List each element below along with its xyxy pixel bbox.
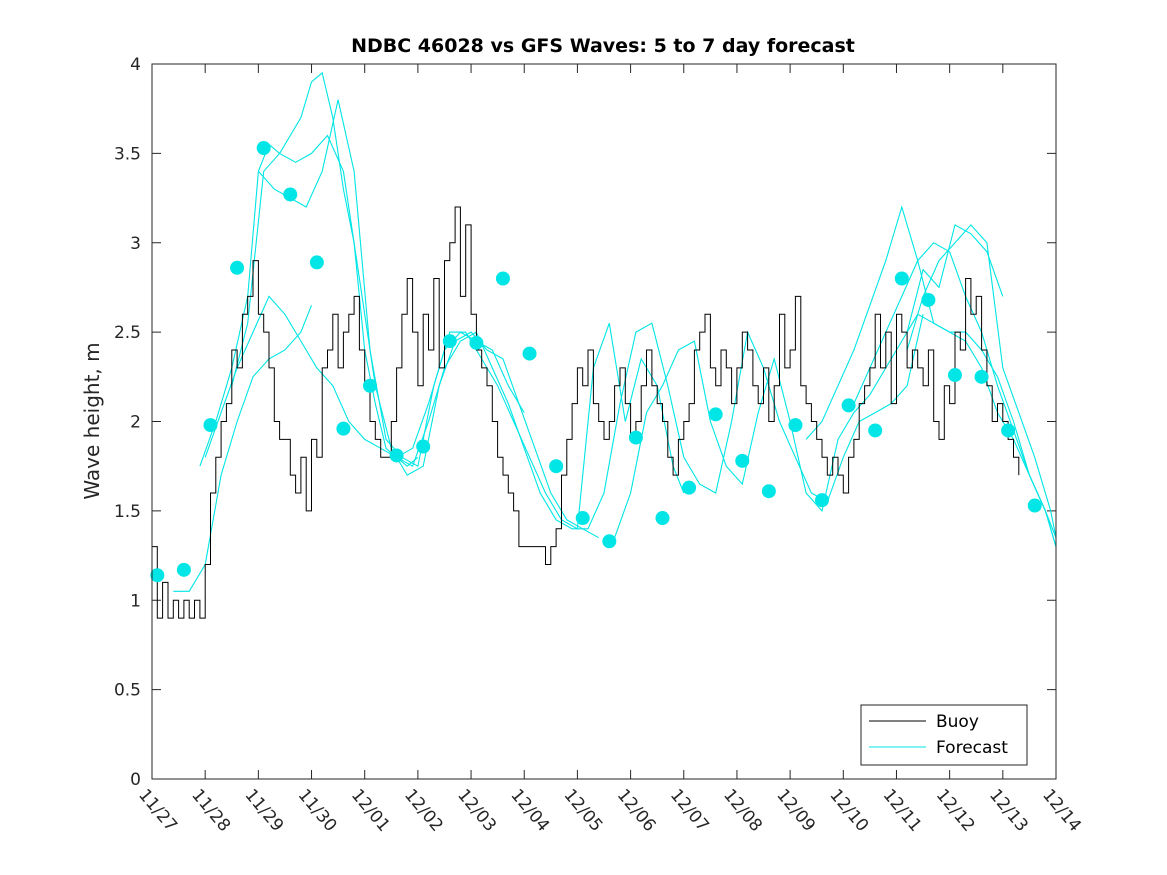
y-tick-label: 2.5 [114, 323, 141, 343]
forecast-marker [522, 346, 537, 361]
forecast-marker [150, 568, 165, 583]
forecast-marker [708, 407, 723, 422]
legend-label-buoy: Buoy [936, 712, 979, 732]
x-tick-label: 12/06 [613, 785, 660, 835]
forecast-marker [628, 430, 643, 445]
legend-box [860, 704, 1028, 766]
forecast-marker [256, 141, 271, 156]
forecast-line-3 [204, 295, 525, 458]
forecast-line-1 [173, 305, 313, 592]
forecast-marker [602, 534, 617, 549]
x-tick-label: 12/12 [932, 785, 979, 835]
forecast-marker [549, 459, 564, 474]
forecast-marker [336, 421, 351, 436]
forecast-marker [283, 187, 298, 202]
y-tick-label: 4 [130, 55, 141, 75]
legend: Buoy Forecast [860, 704, 1028, 766]
x-tick-label: 12/05 [560, 785, 607, 835]
forecast-line-9 [853, 242, 1057, 547]
y-tick-label: 3.5 [114, 144, 141, 164]
forecast-marker [442, 334, 457, 349]
x-tick-label: 11/29 [241, 785, 288, 835]
x-tick-label: 12/03 [453, 785, 500, 835]
forecast-marker [682, 480, 697, 495]
forecast-line-6 [396, 314, 924, 530]
forecast-marker [495, 271, 510, 286]
y-axis: 0 0.5 1 1.5 2 2.5 3 3.5 4 [114, 55, 1056, 790]
forecast-series [173, 71, 1057, 592]
buoy-line [152, 206, 1020, 619]
forecast-marker [416, 439, 431, 454]
forecast-marker [1001, 423, 1016, 438]
forecast-marker [947, 368, 962, 383]
x-tick-label: 12/04 [506, 785, 553, 835]
x-tick-label: 12/02 [400, 785, 447, 835]
forecast-marker [1027, 498, 1042, 513]
forecast-line-8 [805, 205, 1057, 547]
x-tick-label: 12/13 [985, 785, 1032, 835]
forecast-marker [894, 271, 909, 286]
forecast-line-10 [906, 224, 1057, 538]
x-tick-label: 11/28 [187, 785, 234, 835]
x-tick-label: 12/14 [1038, 785, 1085, 835]
x-tick-label: 11/27 [134, 785, 181, 835]
forecast-marker [815, 493, 830, 508]
x-tick-label: 12/01 [347, 785, 394, 835]
y-tick-label: 0.5 [114, 681, 141, 701]
forecast-line-2 [199, 71, 419, 467]
y-tick-label: 2 [130, 413, 141, 433]
x-tick-label: 12/07 [666, 785, 713, 835]
forecast-marker [921, 292, 936, 307]
forecast-marker [761, 484, 776, 499]
forecast-marker [788, 418, 803, 433]
x-tick-label: 11/30 [294, 785, 341, 835]
plot-frame [151, 63, 1057, 780]
forecast-marker [655, 511, 670, 526]
forecast-line-11 [906, 224, 1004, 333]
forecast-marker [974, 369, 989, 384]
y-tick-label: 0 [130, 770, 141, 790]
forecast-marker [469, 335, 484, 350]
forecast-marker [203, 418, 218, 433]
y-axis-label: Wave height, m [80, 342, 104, 499]
forecast-marker [176, 562, 191, 577]
forecast-marker [841, 398, 856, 413]
y-tick-label: 1.5 [114, 502, 141, 522]
chart-title: NDBC 46028 vs GFS Waves: 5 to 7 day fore… [351, 35, 855, 57]
x-tick-label: 12/09 [772, 785, 819, 835]
forecast-marker [309, 255, 324, 270]
y-tick-label: 3 [130, 234, 141, 254]
legend-label-forecast: Forecast [936, 738, 1008, 758]
forecast-marker [868, 423, 883, 438]
x-tick-label: 12/08 [719, 785, 766, 835]
y-tick-label: 1 [130, 591, 141, 611]
forecast-marker [575, 511, 590, 526]
forecast-marker [389, 448, 404, 463]
forecast-line-4 [231, 134, 599, 539]
forecast-marker [230, 260, 245, 275]
forecast-marker [735, 453, 750, 468]
forecast-marker [363, 378, 378, 393]
forecast-markers [150, 141, 1042, 583]
x-tick-label: 12/11 [879, 785, 926, 835]
buoy-series [152, 206, 1020, 619]
x-tick-label: 12/10 [825, 785, 872, 835]
